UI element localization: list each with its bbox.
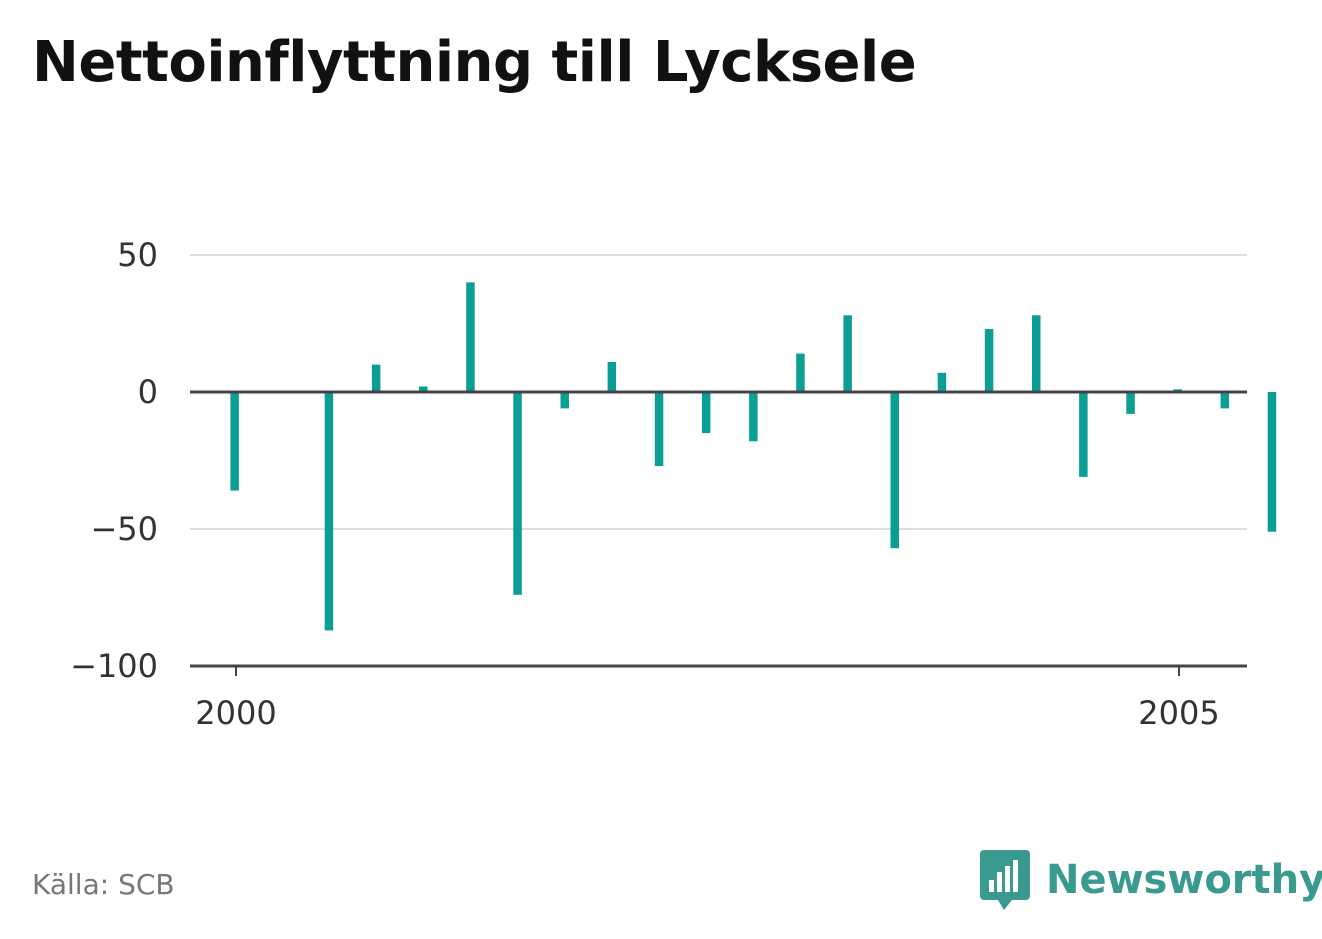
bar <box>1267 392 1277 532</box>
x-tick-label: 2000 <box>195 694 276 732</box>
bar-chart-speech-bubble-icon <box>980 850 1030 910</box>
bar <box>419 386 428 392</box>
bar <box>654 392 664 466</box>
bar <box>324 392 334 631</box>
brand-logo[interactable]: Newsworthy <box>980 848 1322 912</box>
bar <box>749 392 758 442</box>
y-axis-ticks: 50 0 −50 −100 <box>70 236 158 685</box>
bar <box>701 392 711 434</box>
bar <box>1220 392 1230 409</box>
bars <box>230 282 1277 631</box>
bar <box>560 392 569 409</box>
bar <box>371 364 381 392</box>
source-note: Källa: SCB <box>32 868 175 901</box>
y-tick-label: 0 <box>138 373 158 411</box>
y-tick-label: −100 <box>70 647 158 685</box>
bar <box>607 361 617 392</box>
gridlines <box>190 254 1247 530</box>
x-axis-ticks: 200020052010201520202025 <box>195 666 1220 732</box>
y-tick-label: −50 <box>90 510 158 548</box>
y-tick-label: 50 <box>117 236 158 274</box>
bar <box>466 282 475 392</box>
bar <box>796 353 805 392</box>
bar <box>1126 392 1135 414</box>
bar <box>843 315 852 392</box>
bar <box>1079 392 1088 477</box>
brand-name: Newsworthy <box>1046 857 1322 903</box>
bar <box>230 392 239 491</box>
bar <box>984 329 994 392</box>
x-tick-label: 2005 <box>1138 694 1219 732</box>
bar <box>890 392 899 549</box>
chart-title: Nettoinflyttning till Lycksele <box>32 30 917 95</box>
bar <box>513 392 522 595</box>
bar <box>937 372 947 392</box>
bar-chart: 500−50−100 200020052010201520202025 <box>70 236 1277 732</box>
bar <box>1032 315 1041 392</box>
